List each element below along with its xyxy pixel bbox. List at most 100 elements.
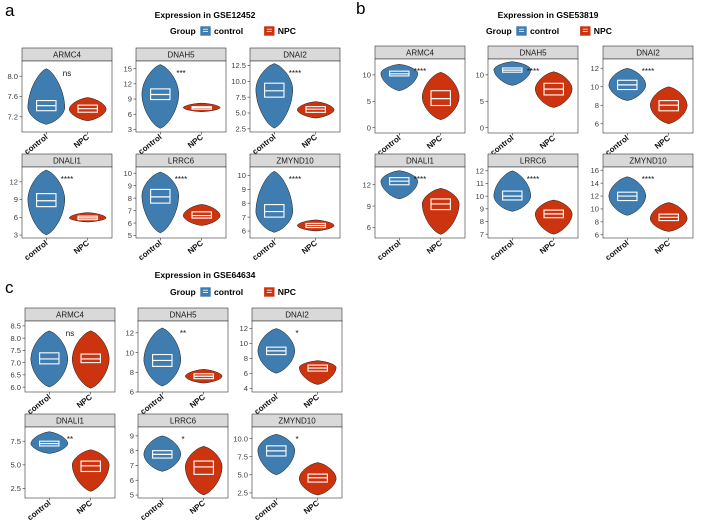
legend-swatch [579, 25, 592, 37]
y-tick-label: 8 [130, 368, 134, 377]
y-tick-label: 12 [591, 192, 599, 201]
x-tick-label: control [253, 498, 280, 522]
y-tick-label: 6 [130, 476, 134, 485]
x-tick-label: control [604, 238, 631, 262]
x-tick-label: NPC [302, 392, 321, 410]
significance-label: **** [414, 175, 426, 184]
panel-title: Expression in GSE64634 [155, 270, 256, 280]
y-tick-label: 6.5 [10, 371, 21, 380]
subplot-dnai2: DNAI2 2.5 5.0 7.5 10.0 12.5 **** control NPC [231, 47, 341, 156]
y-tick-label: 11 [476, 179, 484, 188]
y-tick-label: 0 [367, 123, 371, 132]
legend-swatch [263, 286, 276, 298]
significance-label: ** [67, 435, 73, 444]
y-tick-label: 9 [14, 195, 18, 204]
gene-label: ARMC4 [406, 49, 435, 58]
y-tick-label: 9 [480, 205, 484, 214]
legend-swatch [515, 25, 528, 37]
y-tick-label: 8 [595, 101, 599, 110]
x-tick-label: control [23, 238, 50, 262]
y-tick-label: 6 [595, 230, 599, 239]
gene-label: LRRC6 [168, 157, 195, 166]
y-tick-label: 5 [128, 231, 132, 240]
x-tick-label: NPC [425, 133, 444, 151]
box-npc [191, 211, 212, 219]
y-tick-label: 6 [244, 369, 248, 378]
y-tick-label: 2.5 [10, 484, 21, 493]
y-tick-label: 2.5 [237, 489, 248, 498]
y-tick-label: 10 [591, 205, 599, 214]
legend-key-control [515, 25, 528, 37]
gene-label: ARMC4 [56, 311, 85, 320]
x-tick-label: control [489, 238, 516, 262]
legend-label: control [214, 287, 243, 297]
x-tick-label: NPC [538, 238, 557, 256]
gene-label: LRRC6 [520, 157, 547, 166]
gene-label: DNALI1 [53, 157, 82, 166]
significance-label: **** [61, 175, 73, 184]
x-tick-label: control [251, 238, 278, 262]
gene-label: DNAI2 [283, 51, 307, 60]
y-tick-label: 7.5 [10, 346, 21, 355]
y-tick-label: 8 [128, 194, 132, 203]
legend-swatch [199, 286, 212, 298]
significance-label: ns [63, 69, 71, 78]
gene-label: DNAH5 [167, 51, 195, 60]
legend: Group control NPC [170, 25, 296, 37]
y-tick-label: 10 [591, 82, 599, 91]
y-tick-label: 7.5 [237, 452, 248, 461]
y-tick-label: 2.5 [235, 125, 246, 134]
y-tick-label: 5 [130, 491, 134, 500]
violin-control [143, 435, 181, 472]
violin-control [141, 171, 179, 234]
y-tick-label: 6 [367, 223, 371, 232]
x-tick-label: NPC [653, 133, 672, 151]
x-tick-label: NPC [72, 238, 91, 256]
y-tick-label: 6 [595, 119, 599, 128]
subplot-dnah5: DNAH5 6 8 10 12 ** control NPC [126, 307, 229, 416]
y-tick-label: 15 [124, 64, 132, 73]
subplot-dnali1: DNALI1 6 9 12 **** control NPC [363, 153, 466, 262]
y-tick-label: 7 [480, 230, 484, 239]
y-tick-label: 12 [124, 80, 132, 89]
subplot-zmynd10: ZMYND10 6 7 8 9 10 **** control NPC [238, 153, 341, 262]
box-control [150, 188, 171, 204]
y-tick-label: 12 [591, 64, 599, 73]
significance-label: **** [175, 175, 187, 184]
y-tick-label: 7 [242, 213, 246, 222]
y-tick-label: 14 [591, 179, 599, 188]
y-tick-label: 8.0 [7, 72, 18, 81]
legend-title: Group [486, 26, 512, 36]
y-tick-label: 8 [242, 199, 246, 208]
significance-label: * [181, 435, 184, 444]
violin-npc [422, 71, 460, 121]
y-tick-label: 10 [476, 192, 484, 201]
x-tick-label: NPC [302, 498, 321, 516]
y-tick-label: 12.5 [231, 61, 246, 70]
y-tick-label: 6 [242, 227, 246, 236]
y-tick-label: 6 [128, 219, 132, 228]
gene-label: ARMC4 [53, 51, 82, 60]
y-tick-label: 8 [480, 217, 484, 226]
x-tick-label: control [137, 132, 164, 156]
x-tick-label: control [137, 238, 164, 262]
subplot-dnali1: DNALI1 3 6 9 12 **** control NPC [10, 153, 113, 262]
x-tick-label: NPC [75, 392, 94, 410]
x-tick-label: control [604, 133, 631, 157]
gene-label: LRRC6 [170, 417, 197, 426]
y-tick-label: 9 [130, 432, 134, 441]
violin-control [141, 64, 179, 129]
x-tick-label: control [139, 498, 166, 522]
subplot-dnah5: DNAH5 0 5 10 **** control NPC [476, 45, 579, 157]
y-tick-label: 6 [128, 110, 132, 119]
box-control [39, 352, 60, 365]
legend: Group control NPC [486, 25, 612, 37]
significance-label: **** [527, 67, 539, 76]
legend-label: NPC [594, 26, 612, 36]
x-tick-label: NPC [538, 133, 557, 151]
x-tick-label: NPC [300, 132, 319, 150]
legend-key-control [199, 25, 212, 37]
box-control [502, 190, 523, 201]
y-tick-label: 7.0 [10, 358, 21, 367]
